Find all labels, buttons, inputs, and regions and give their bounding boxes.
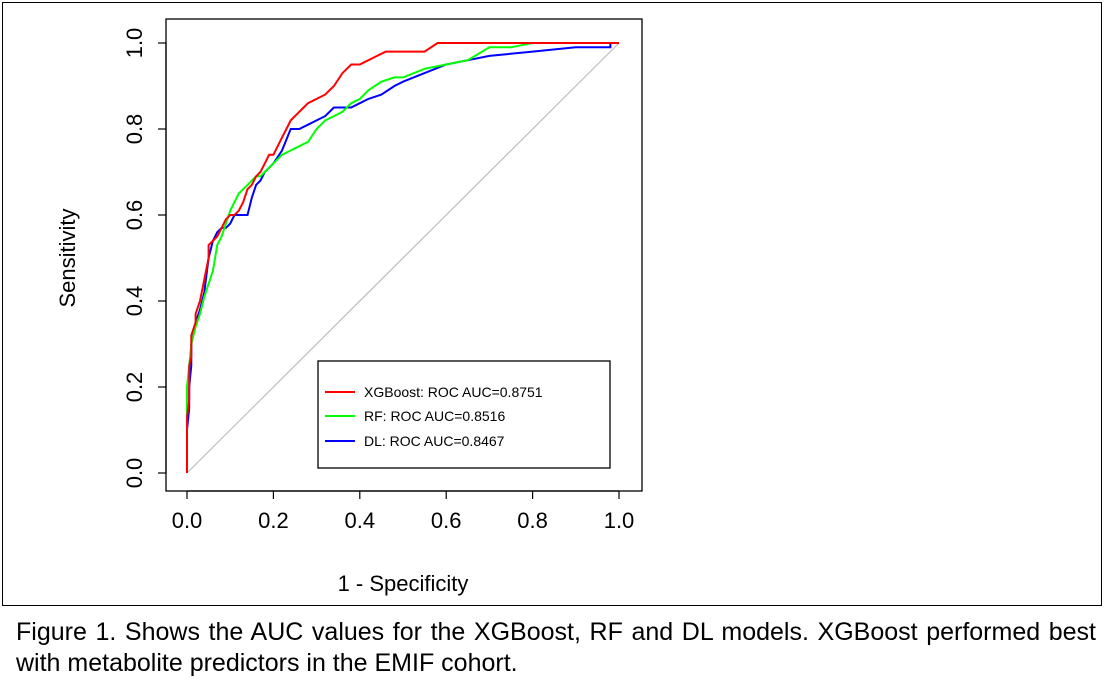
- legend-label-xgboost: XGBoost: ROC AUC=0.8751: [364, 384, 543, 400]
- x-tick-label: 0.4: [345, 508, 376, 533]
- legend-label-rf: RF: ROC AUC=0.8516: [364, 408, 505, 424]
- figure-frame: 0.0 0.2 0.4 0.6 0.8 1.0 0.0 0.2 0.4 0.6 0.8 1.0 1 -…: [2, 2, 1102, 606]
- y-axis-title: Sensitivity: [55, 208, 80, 307]
- figure-caption: Figure 1. Shows the AUC values for the X…: [16, 618, 1096, 677]
- roc-curve-rf: [186, 42, 619, 473]
- x-tick-label: 0.2: [258, 508, 289, 533]
- y-tick-label: 0.0: [122, 458, 147, 489]
- x-axis-title: 1 - Specificity: [338, 571, 469, 596]
- x-tick-label: 1.0: [604, 508, 635, 533]
- roc-curve-xgboost: [186, 42, 619, 473]
- y-tick-label: 1.0: [122, 28, 147, 59]
- y-tick-label: 0.4: [122, 286, 147, 317]
- roc-chart: 0.0 0.2 0.4 0.6 0.8 1.0 0.0 0.2 0.4 0.6 0.8 1.0 1 -…: [55, 18, 643, 596]
- y-tick-label: 0.6: [122, 200, 147, 231]
- x-tick-label: 0.8: [517, 508, 548, 533]
- legend-label-dl: DL: ROC AUC=0.8467: [364, 433, 505, 449]
- legend-box: [317, 360, 611, 469]
- x-tick-label: 0.0: [172, 508, 203, 533]
- y-tick-label: 0.2: [122, 372, 147, 403]
- x-tick-label: 0.6: [431, 508, 462, 533]
- legend: XGBoost: ROC AUC=0.8751 RF: ROC AUC=0.85…: [317, 360, 611, 469]
- reference-diagonal: [186, 42, 620, 474]
- y-tick-label: 0.8: [122, 114, 147, 145]
